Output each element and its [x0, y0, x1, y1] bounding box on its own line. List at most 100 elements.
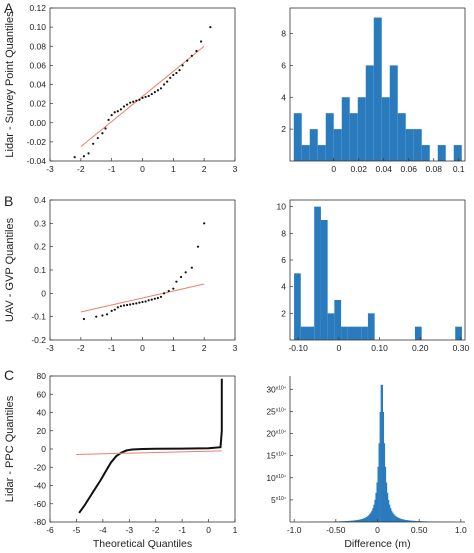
- x-tick-label: 0: [331, 164, 336, 174]
- y-tick-suffix: x10⁴: [276, 385, 286, 391]
- y-tick-label: 4: [281, 282, 286, 292]
- histogram-bar: [349, 520, 351, 522]
- data-point: [129, 101, 132, 104]
- histogram-bar: [327, 313, 335, 340]
- histogram-bar: [405, 129, 414, 161]
- histogram-bar: [354, 520, 356, 522]
- histogram-bar: [408, 520, 411, 522]
- histogram-bar: [357, 97, 366, 161]
- histogram-bar: [455, 326, 462, 340]
- y-tick-label: 8: [281, 228, 286, 238]
- histogram-bar: [383, 443, 386, 522]
- y-tick-label: 80: [37, 371, 47, 381]
- x-tick-label: 2: [202, 343, 207, 353]
- data-point: [179, 275, 183, 279]
- x-tick-label: -0.50: [326, 525, 346, 535]
- histogram-bar: [352, 520, 354, 522]
- histogram-bar: [373, 17, 382, 161]
- histogram-bar: [341, 326, 348, 340]
- data-point: [190, 54, 193, 57]
- histogram-bar: [397, 113, 406, 161]
- y-axis-label: UAV - GVP Quantiles: [4, 217, 16, 322]
- histogram-c: -1.0 -0.50 0 0.50 1.0 5x10⁴ 10x10⁴ 15x10⁴ 20x10⁴…: [266, 376, 467, 550]
- y-tick-label: 0.08: [29, 41, 46, 51]
- x-tick-label: -1: [178, 525, 186, 535]
- x-tick-label: 1: [233, 525, 238, 535]
- histogram-bar: [376, 482, 378, 522]
- histogram-bar: [400, 518, 402, 522]
- x-axis-label: Difference (m): [344, 538, 410, 550]
- histogram-bar: [353, 520, 355, 522]
- x-axis-label: Theoretical Quantiles: [93, 538, 192, 550]
- histogram-bar: [357, 519, 360, 522]
- data-point: [101, 132, 104, 135]
- y-tick-label: 25x10⁴: [266, 406, 286, 416]
- x-tick-label: -2: [152, 525, 160, 535]
- histogram-bar: [389, 65, 398, 161]
- y-tick-suffix: x10⁴: [276, 474, 286, 480]
- y-tick-label: 20x10⁴: [266, 429, 286, 439]
- data-point: [162, 292, 166, 295]
- histogram-bar: [399, 518, 401, 522]
- histogram-bar: [361, 518, 364, 522]
- histogram-bar: [384, 466, 387, 522]
- histogram-bar: [355, 520, 357, 522]
- histogram-bar: [388, 504, 391, 522]
- x-tick-label: 0: [336, 343, 341, 353]
- histogram-bar: [348, 520, 350, 522]
- data-point: [156, 296, 160, 300]
- y-axis-label: Lidar - Survey Point Quantiles: [4, 11, 16, 158]
- x-tick-label: -3: [46, 164, 54, 174]
- x-tick-label: -1.0: [287, 525, 302, 535]
- data-point: [82, 317, 86, 321]
- histogram-bar: [395, 516, 397, 522]
- data-point: [172, 287, 175, 290]
- y-tick-label: 2: [281, 124, 286, 134]
- panel-letter-b: B: [4, 193, 13, 209]
- y-tick-label: 0: [41, 288, 46, 298]
- x-tick-label: -1: [108, 164, 116, 174]
- histogram-bar: [365, 517, 367, 522]
- histogram-bar: [404, 519, 406, 522]
- histogram-bar: [350, 520, 352, 522]
- histogram-bar: [371, 510, 373, 522]
- data-point: [82, 155, 86, 158]
- x-tick-label: -0.10: [288, 343, 308, 353]
- y-tick-label: 10x10⁴: [266, 473, 286, 483]
- data-point: [101, 314, 104, 317]
- y-tick-label: 8: [281, 29, 286, 39]
- x-tick-label: 0: [140, 343, 145, 353]
- data-point: [138, 98, 141, 101]
- y-tick-label: -20: [34, 462, 47, 472]
- data-point: [113, 111, 116, 114]
- y-tick-label: 0: [41, 444, 46, 454]
- histogram-bar: [360, 519, 363, 522]
- histogram-bar: [351, 520, 353, 522]
- y-tick-label: 2: [281, 308, 286, 318]
- panel-letter-a: A: [4, 0, 14, 16]
- histogram-bar: [397, 517, 399, 522]
- x-tick-label: 0.50: [411, 525, 428, 535]
- y-tick-label: 20: [37, 426, 47, 436]
- histogram-bar: [385, 482, 388, 522]
- histogram-bar: [314, 206, 321, 340]
- histogram-bar: [392, 512, 394, 522]
- data-point: [104, 127, 107, 130]
- histogram-bar: [294, 273, 301, 340]
- histogram-bar: [346, 521, 348, 522]
- histogram-bar: [453, 145, 462, 161]
- data-point: [156, 89, 160, 92]
- data-point: [172, 73, 175, 77]
- data-point: [166, 80, 169, 83]
- y-tick-label: -0.02: [27, 137, 47, 147]
- y-tick-label: 5x10⁴: [271, 495, 286, 505]
- histogram-bar: [356, 520, 359, 522]
- x-tick-label: 1: [171, 343, 176, 353]
- y-tick-suffix: x10⁴: [276, 407, 286, 413]
- x-tick-label: 0: [140, 164, 145, 174]
- data-point: [132, 302, 135, 305]
- y-tick-label: -60: [34, 499, 47, 509]
- y-tick-label: 0.02: [29, 99, 46, 109]
- data-point: [195, 49, 198, 53]
- histogram-bar: [345, 521, 347, 522]
